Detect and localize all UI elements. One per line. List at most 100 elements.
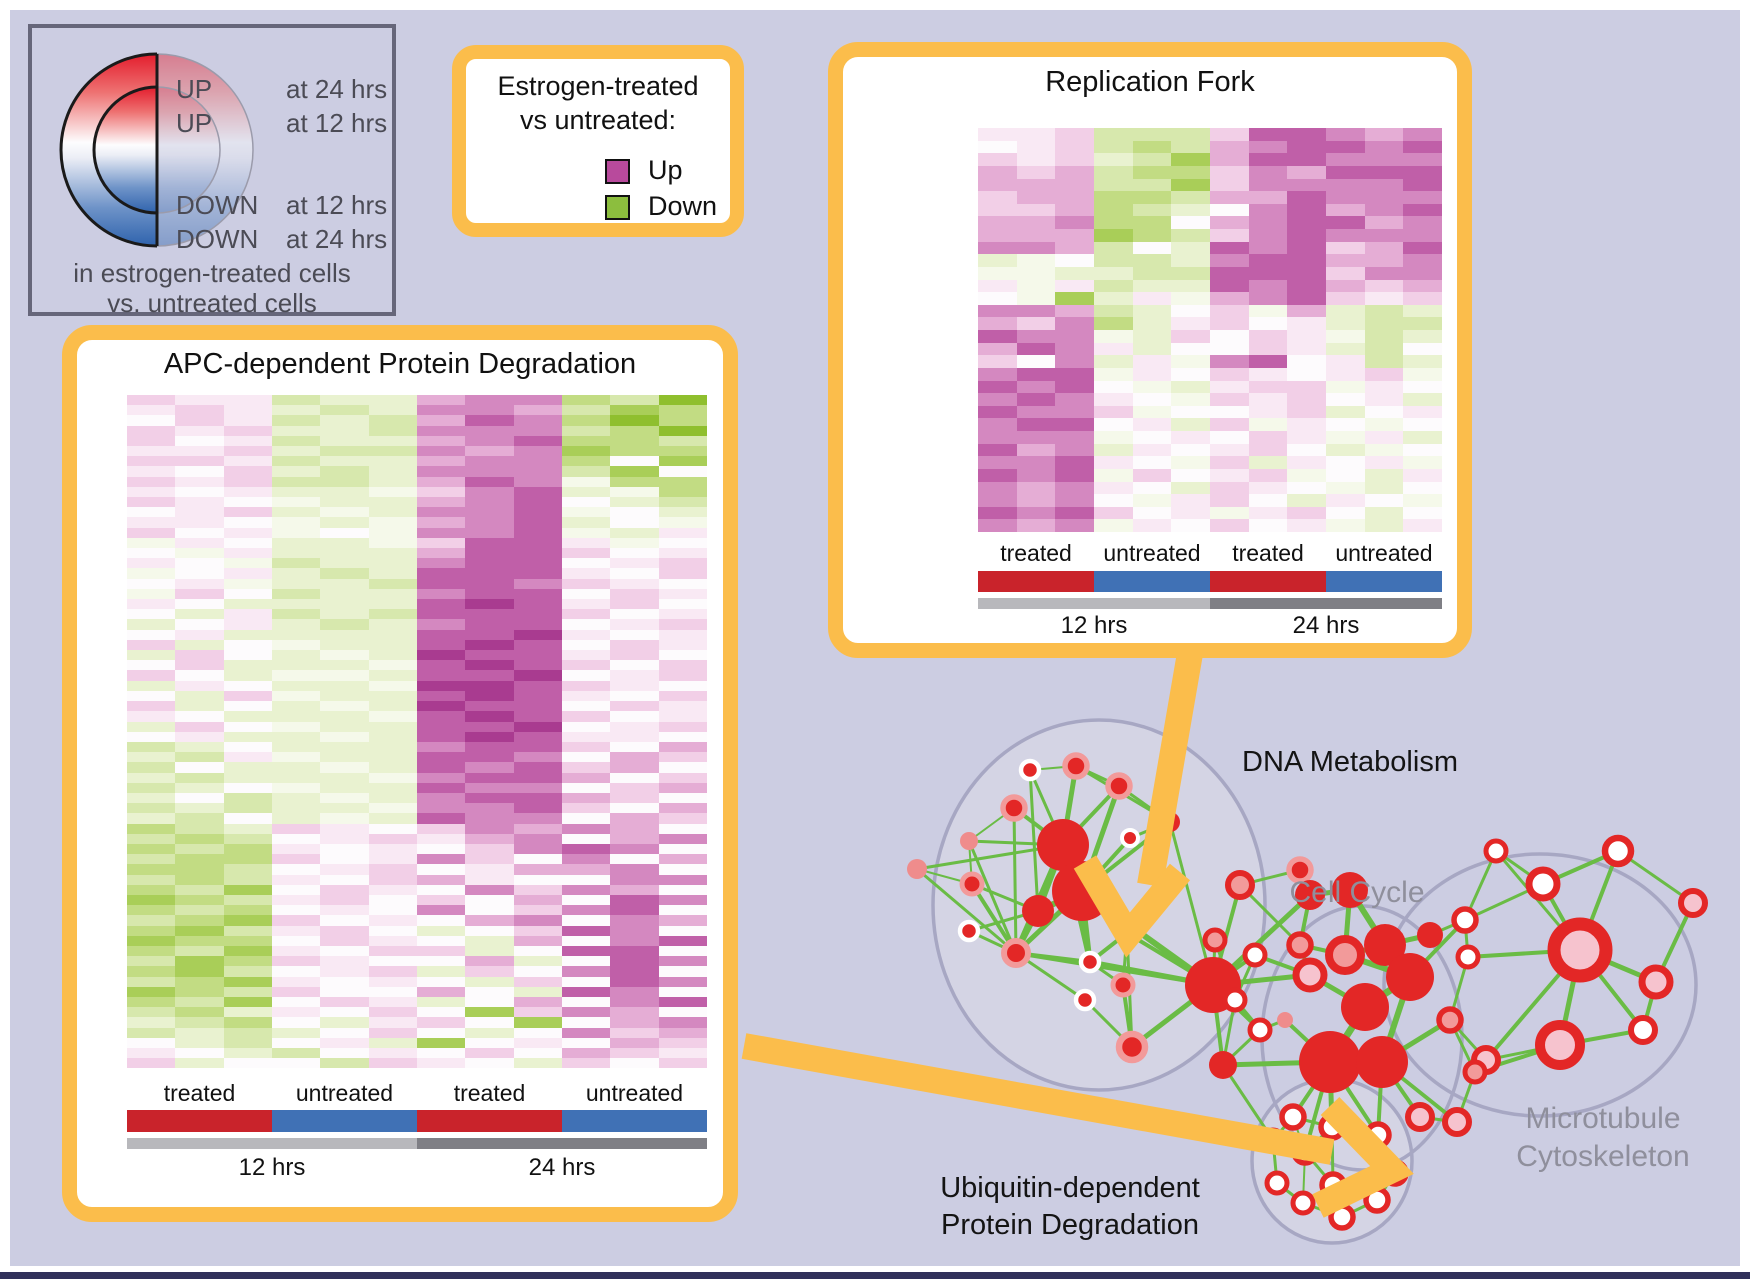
heatmap-row bbox=[127, 752, 707, 763]
network-node bbox=[1242, 942, 1268, 968]
heatmap-cell bbox=[1364, 342, 1404, 356]
heatmap-cell bbox=[1210, 342, 1249, 356]
heatmap-cell bbox=[368, 405, 417, 416]
heatmap-cell bbox=[465, 945, 514, 957]
heatmap-cell bbox=[320, 537, 369, 549]
heatmap-cell bbox=[465, 782, 514, 793]
heatmap-cell bbox=[175, 864, 224, 875]
network-node bbox=[1279, 1103, 1307, 1131]
heatmap-cell bbox=[1326, 355, 1365, 368]
heatmap-cell bbox=[1016, 254, 1056, 267]
heatmap-cell bbox=[513, 476, 562, 487]
heatmap-cell bbox=[1287, 279, 1327, 293]
heatmap-cell bbox=[465, 507, 514, 518]
heatmap-row bbox=[127, 578, 707, 589]
heatmap-cell bbox=[513, 701, 562, 712]
heatmap-cell bbox=[127, 599, 176, 610]
heatmap-cell bbox=[1171, 506, 1211, 520]
heatmap-cell bbox=[416, 996, 466, 1008]
heatmap-cell bbox=[610, 956, 659, 967]
heatmap-cell bbox=[175, 578, 224, 589]
heatmap-cell bbox=[271, 507, 321, 518]
heatmap-cell bbox=[561, 1048, 611, 1059]
heatmap-cell bbox=[465, 609, 514, 620]
heatmap-cell bbox=[1287, 494, 1327, 507]
heatmap-cell bbox=[1364, 178, 1404, 192]
heatmap-row bbox=[127, 813, 707, 824]
heatmap-cell bbox=[368, 629, 417, 640]
heatmap-cell bbox=[271, 568, 321, 579]
heatmap-cell bbox=[610, 537, 659, 549]
heatmap-cell bbox=[610, 741, 659, 753]
heatmap-cell bbox=[1016, 481, 1056, 495]
network-node bbox=[1286, 931, 1314, 959]
heatmap-cell bbox=[1016, 456, 1056, 469]
heatmap-cell bbox=[465, 864, 514, 875]
heatmap-cell bbox=[561, 945, 611, 957]
heatmap-cell bbox=[1210, 393, 1249, 406]
heatmap-cell bbox=[513, 517, 562, 528]
network-node bbox=[1037, 819, 1089, 871]
heatmap-cell bbox=[127, 976, 176, 987]
heatmap-row bbox=[127, 405, 707, 416]
heatmap-cell bbox=[1287, 367, 1327, 381]
heatmap-cell bbox=[1248, 330, 1288, 343]
heatmap-cell bbox=[561, 772, 611, 783]
heatmap-cell bbox=[416, 803, 466, 814]
heatmap-cell bbox=[175, 690, 224, 702]
heatmap-cell bbox=[610, 497, 659, 508]
heatmap-cell bbox=[561, 425, 611, 436]
heatmap-cell bbox=[416, 874, 466, 885]
heatmap-cell bbox=[271, 609, 321, 620]
heatmap-cell bbox=[610, 466, 659, 477]
heatmap-cell bbox=[1132, 317, 1172, 330]
heatmap-cell bbox=[465, 833, 514, 844]
heatmap-cell bbox=[465, 558, 514, 569]
heatmap-cell bbox=[658, 823, 707, 834]
heatmap-cell bbox=[175, 1017, 224, 1028]
heatmap-cell bbox=[416, 670, 466, 681]
heatmap-cell bbox=[1326, 519, 1365, 532]
heatmap-cell bbox=[1016, 191, 1056, 204]
heatmap-cell bbox=[1094, 494, 1133, 507]
heatmap-cell bbox=[610, 588, 659, 600]
heatmap-cell bbox=[561, 1027, 611, 1038]
heatmap-cell bbox=[513, 1048, 562, 1059]
network-node bbox=[1442, 1107, 1472, 1137]
heatmap-cell bbox=[223, 425, 272, 436]
heatmap-cell bbox=[368, 456, 417, 467]
heatmap-row bbox=[978, 292, 1443, 305]
heatmap-cell bbox=[271, 1037, 321, 1048]
heatmap-row bbox=[978, 494, 1443, 507]
heatmap-cell bbox=[1094, 443, 1133, 457]
heatmap-cell bbox=[1016, 229, 1056, 242]
heatmap-cell bbox=[127, 772, 176, 783]
heatmap-cell bbox=[561, 456, 611, 467]
heatmap-cell bbox=[1326, 380, 1365, 394]
updown-legend-title-line2: vs untreated: bbox=[519, 105, 677, 135]
heatmap-cell bbox=[658, 752, 707, 763]
heatmap-cell bbox=[1094, 342, 1133, 356]
network-node bbox=[1299, 1031, 1361, 1093]
heatmap-cell bbox=[368, 395, 417, 406]
apc-group-treated-12: treated bbox=[163, 1080, 236, 1106]
apc-group-untreated-24: untreated bbox=[585, 1080, 684, 1106]
heatmap-cell bbox=[368, 558, 417, 569]
apc-title: APC-dependent Protein Degradation bbox=[163, 348, 637, 380]
heatmap-cell bbox=[610, 864, 659, 875]
network-node bbox=[1525, 866, 1561, 902]
rf-group-untreated-12: untreated bbox=[1103, 540, 1201, 566]
network-node bbox=[959, 871, 985, 897]
heatmap-cell bbox=[416, 527, 466, 538]
heatmap-cell bbox=[658, 762, 707, 773]
heatmap-cell bbox=[368, 588, 417, 600]
heatmap-cell bbox=[175, 670, 224, 681]
heatmap-cell bbox=[1364, 405, 1404, 419]
heatmap-cell bbox=[561, 864, 611, 875]
heatmap-cell bbox=[978, 317, 1017, 330]
heatmap-cell bbox=[1210, 140, 1249, 154]
heatmap-row bbox=[127, 466, 707, 477]
heatmap-cell bbox=[1210, 456, 1249, 469]
heatmap-cell bbox=[1132, 506, 1172, 520]
heatmap-cell bbox=[1287, 418, 1327, 431]
